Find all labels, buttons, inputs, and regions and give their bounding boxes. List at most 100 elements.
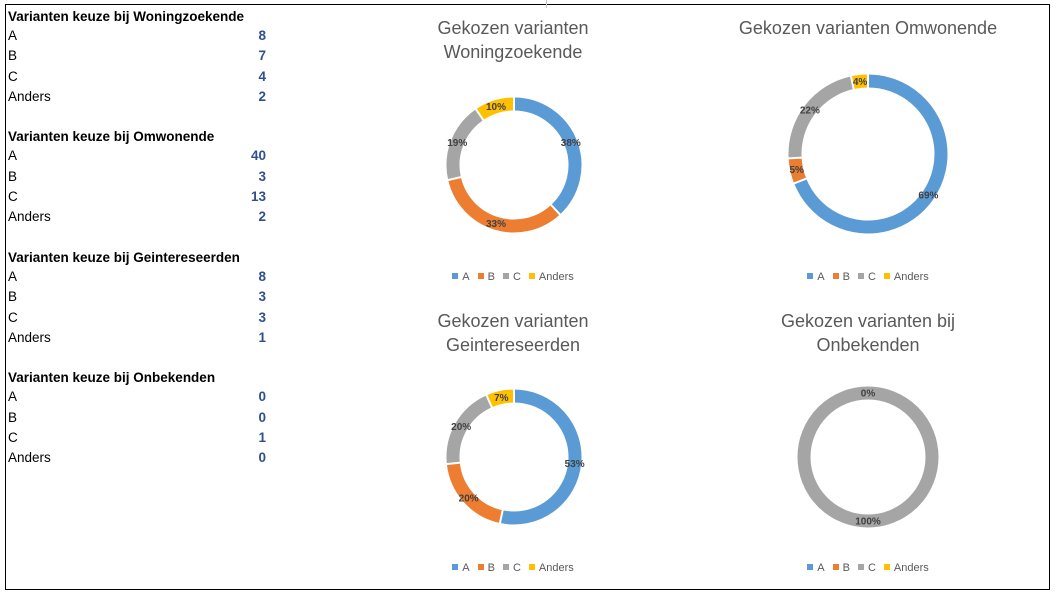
slice-separator	[474, 108, 485, 121]
slice-c	[446, 395, 493, 465]
data-label: 0%	[861, 389, 876, 400]
group-title: Varianten keuze bij Geintereseerden	[8, 249, 240, 265]
table-row: Anders 0	[8, 448, 270, 468]
slice-separator	[447, 176, 462, 182]
chart-title-line: Geintereseerden	[445, 335, 581, 355]
table-row: Anders 1	[8, 328, 270, 348]
legend-swatch	[883, 564, 890, 570]
legend-swatch	[528, 564, 535, 570]
row-label: B	[8, 48, 18, 64]
slice-a	[794, 74, 948, 234]
row-label: Anders	[8, 209, 51, 225]
row-label: C	[8, 68, 18, 84]
row-label: Anders	[8, 329, 51, 345]
legend-swatch	[452, 564, 459, 570]
legend-swatch	[857, 273, 864, 279]
slice-c	[446, 109, 484, 181]
legend-swatch	[528, 273, 535, 279]
table-row: A 40	[8, 146, 270, 166]
legend-label: A	[462, 562, 470, 574]
data-label: 20%	[459, 493, 479, 504]
row-value: 3	[258, 309, 266, 325]
legend-swatch	[832, 273, 839, 279]
legend-label: A	[817, 271, 825, 283]
chart-legend: A B C Anders	[406, 271, 620, 283]
legend-item: B	[832, 562, 850, 574]
chart-title: Gekozen varianten Woningzoekende	[406, 16, 620, 64]
legend-item: A	[452, 271, 470, 283]
chart-legend: A B C Anders	[756, 562, 980, 574]
row-value: 13	[250, 189, 266, 205]
data-label: 38%	[561, 138, 581, 149]
row-label: B	[8, 289, 18, 305]
chart-onbekenden: Gekozen varianten bij Onbekenden 0% 100% …	[756, 296, 980, 586]
data-label: 53%	[565, 459, 585, 470]
data-label: 7%	[494, 393, 509, 404]
data-label: 69%	[918, 190, 938, 201]
slice-separator	[788, 156, 803, 160]
legend-label: Anders	[538, 271, 574, 283]
sheet-frame	[5, 4, 1050, 590]
legend-swatch	[807, 273, 814, 279]
legend-label: C	[512, 562, 521, 574]
row-value: 0	[258, 389, 266, 405]
legend-label: B	[487, 562, 495, 574]
slice-anders	[475, 97, 515, 121]
data-label: 33%	[486, 219, 506, 230]
row-value: 8	[258, 28, 266, 43]
group-title: Varianten keuze bij Onbekenden	[8, 370, 216, 386]
donut-svg: 69% 5% 22% 4%	[788, 74, 948, 234]
legend-item: Anders	[528, 271, 574, 283]
slice-separator	[793, 177, 808, 185]
row-label: A	[8, 268, 18, 284]
row-value: 0	[258, 450, 266, 466]
legend-item: A	[807, 271, 825, 283]
row-label: A	[8, 28, 18, 43]
data-label: 20%	[451, 422, 471, 433]
row-value: 1	[258, 329, 266, 345]
row-label: C	[8, 189, 18, 205]
row-value: 8	[258, 268, 266, 284]
legend-label: Anders	[538, 562, 574, 574]
table-row: C 13	[8, 187, 270, 207]
row-label: A	[8, 148, 18, 164]
legend-swatch	[477, 564, 484, 570]
chart-title-line: Woningzoekende	[443, 42, 583, 62]
data-label: 10%	[486, 102, 506, 113]
legend-swatch	[502, 273, 509, 279]
legend-item: C	[857, 271, 876, 283]
chart-legend: A B C Anders	[406, 562, 620, 574]
legend-label: C	[867, 271, 876, 283]
legend-item: B	[477, 271, 495, 283]
data-label: 100%	[855, 517, 881, 528]
row-label: C	[8, 309, 18, 325]
chart-title-line: Gekozen varianten	[437, 18, 589, 38]
row-value: 40	[250, 148, 266, 164]
row-value: 2	[258, 209, 266, 225]
legend-label: C	[512, 271, 521, 283]
row-label: Anders	[8, 450, 51, 466]
legend-label: Anders	[893, 562, 929, 574]
chart-title-line: Gekozen varianten bij	[780, 311, 956, 331]
donut-svg: 0% 100%	[797, 386, 939, 528]
slice-c	[788, 76, 854, 159]
slice-a	[513, 97, 582, 215]
legend-item: A	[452, 562, 470, 574]
slice-separator	[498, 509, 504, 524]
data-label: 22%	[800, 105, 820, 116]
row-label: B	[8, 409, 18, 425]
legend-swatch	[883, 273, 890, 279]
chart-legend: A B C Anders	[736, 271, 1000, 283]
chart-omwonende: Gekozen varianten Omwonende 69% 5% 22% 4% A…	[736, 0, 1000, 296]
